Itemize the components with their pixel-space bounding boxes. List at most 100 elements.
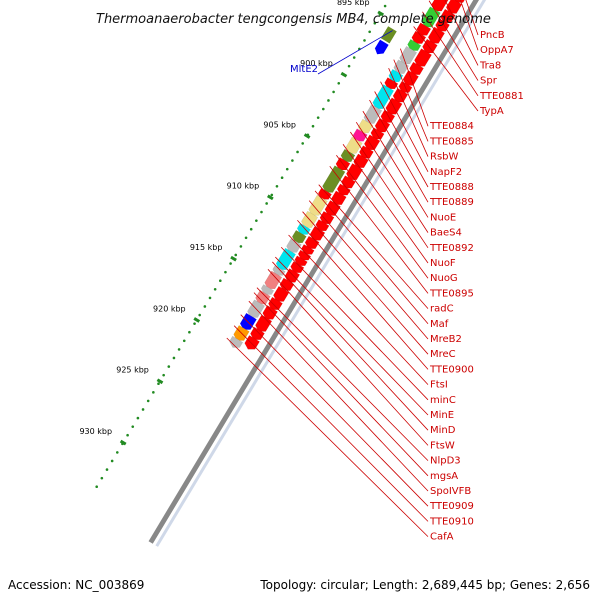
- leader-line: [240, 314, 429, 507]
- gc-dot: [95, 485, 98, 489]
- tick-label: 915 kbp: [190, 243, 223, 252]
- gc-dot: [188, 330, 191, 334]
- backbone-gap: [152, 0, 483, 546]
- leader-line: [336, 155, 429, 279]
- gc-dot: [146, 399, 150, 403]
- tick-label: 920 kbp: [153, 304, 186, 313]
- gc-dot: [105, 468, 109, 471]
- gc-dot: [306, 133, 310, 137]
- cds-inner-26: [319, 210, 335, 225]
- gc-dot: [368, 30, 371, 34]
- cds-inner-40: [250, 326, 265, 340]
- gene-label: mgsA: [430, 471, 458, 482]
- gc-dot: [373, 21, 377, 25]
- leader-line: [422, 11, 479, 97]
- leader-line: [297, 219, 429, 370]
- tick-mark: [193, 317, 201, 323]
- tick-label: 925 kbp: [116, 366, 149, 375]
- gc-dot: [285, 167, 289, 171]
- cds-inner-37: [268, 296, 283, 311]
- cds-inner-33: [290, 261, 305, 274]
- gc-dot: [182, 339, 186, 343]
- gc-dot: [255, 219, 258, 222]
- gene-label: NuoF: [430, 258, 456, 269]
- cds-inner-27: [315, 219, 330, 232]
- leader-line: [272, 261, 429, 431]
- gc-dot: [162, 373, 165, 377]
- gc-dot: [322, 107, 325, 111]
- gc-dot: [172, 356, 176, 360]
- leader-line: [374, 91, 429, 188]
- gc-dot: [177, 348, 181, 351]
- gene-label: SpoIVFB: [430, 486, 471, 497]
- gene-label: TTE0910: [429, 516, 474, 527]
- tick-mark: [377, 10, 385, 17]
- gc-dot: [239, 245, 243, 248]
- gc-dot: [363, 39, 366, 42]
- leader-line: [253, 292, 429, 477]
- genome-backbone: [148, 0, 487, 547]
- cds-inner-15: [380, 109, 396, 123]
- tick-mark: [119, 439, 127, 446]
- leader-line: [267, 269, 429, 446]
- gc-dot: [383, 4, 387, 8]
- gene-label: NuoG: [430, 273, 458, 284]
- gc-dot: [131, 425, 135, 428]
- cds-inner-39: [255, 314, 273, 332]
- gc-dot: [378, 13, 382, 16]
- cds-inner-36: [273, 285, 290, 302]
- cds-outer-17: [345, 136, 363, 154]
- gc-dot: [208, 296, 212, 300]
- cds-inner-19: [359, 145, 374, 159]
- backbone-edge: [155, 0, 487, 547]
- leader-line: [388, 68, 429, 157]
- leader-line: [248, 300, 429, 492]
- gene-label: CafA: [430, 532, 454, 543]
- gene-label: TTE0892: [429, 243, 474, 254]
- gc-dot: [224, 270, 227, 274]
- cds-outer-8: [407, 38, 422, 51]
- cds-inner-21: [346, 163, 364, 181]
- gc-dot: [141, 408, 145, 411]
- gene-label: MreB2: [430, 334, 462, 345]
- feature-arrow-mlte2: [374, 39, 389, 55]
- gc-dot: [311, 124, 315, 128]
- gene-label: PncB: [480, 30, 505, 41]
- cds-inner-22: [341, 175, 356, 189]
- gc-dot: [270, 193, 274, 197]
- cds-outer-6: [416, 22, 432, 36]
- accession-text: Accession: NC_003869: [8, 578, 145, 592]
- feature-block-mlte2: [380, 26, 397, 44]
- gene-label: TTE0889: [429, 197, 474, 208]
- genome-summary-text: Topology: circular; Length: 2,689,445 bp…: [260, 578, 590, 592]
- tick-mark: [266, 194, 274, 201]
- gc-dot: [342, 73, 346, 77]
- leader-line: [233, 325, 429, 522]
- gene-label: FtsW: [430, 440, 455, 451]
- leader-line: [314, 190, 429, 325]
- tick-label: 930 kbp: [79, 427, 112, 436]
- gene-label: TTE0884: [429, 121, 474, 132]
- gc-dot: [337, 82, 341, 85]
- gc-dot: [193, 322, 196, 325]
- cds-outer-10: [393, 59, 410, 74]
- leader-line: [329, 166, 429, 294]
- cds-outer-21: [317, 187, 332, 200]
- leader-line: [465, 0, 479, 36]
- leader-line: [318, 184, 429, 309]
- cds-inner-18: [364, 134, 381, 151]
- cds-outer-27: [275, 247, 297, 270]
- leader-line: [400, 48, 429, 127]
- leader-line: [256, 287, 429, 461]
- cds-inner-29: [304, 235, 320, 249]
- gene-label: TTE0895: [429, 288, 474, 299]
- gene-label: MinE: [430, 410, 454, 421]
- gene-label: Tra8: [479, 60, 501, 71]
- gene-label: Spr: [480, 76, 498, 87]
- leader-line: [288, 234, 429, 385]
- cds-inner-41: [244, 335, 260, 350]
- cds-outer-33: [239, 312, 257, 330]
- gc-dot: [260, 210, 263, 214]
